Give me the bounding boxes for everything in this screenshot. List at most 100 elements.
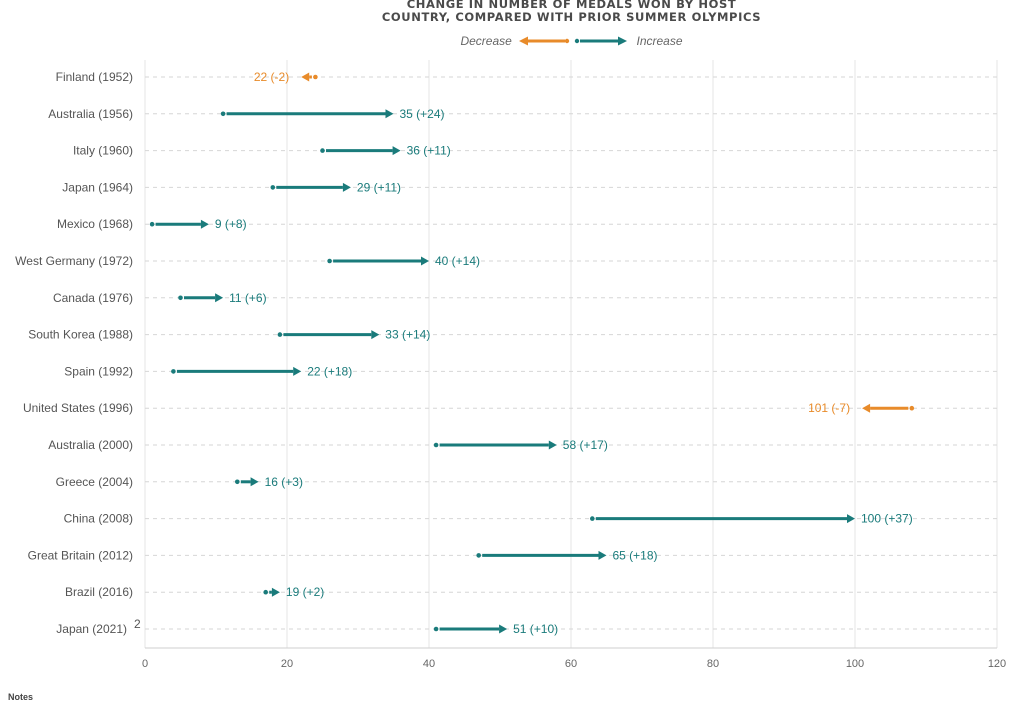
chart-title: CHANGE IN NUMBER OF MEDALS WON BY HOST C… <box>0 0 1023 24</box>
row-united-states-1996: United States (1996) 101 (-7) <box>23 401 997 415</box>
x-tick-label: 20 <box>281 658 293 670</box>
value-label: 36 (+11) <box>407 144 451 158</box>
row-finland-1952: Finland (1952) 22 (-2) <box>56 70 997 84</box>
change-arrow-head <box>598 550 607 560</box>
change-arrow-head <box>385 109 394 119</box>
change-arrow-head <box>499 624 508 634</box>
row-south-korea-1988: South Korea (1988) 33 (+14) <box>28 328 997 342</box>
row-china-2008: China (2008) 100 (+37) <box>64 512 997 526</box>
chart-title-line-1: CHANGE IN NUMBER OF MEDALS WON BY HOST <box>406 0 737 11</box>
start-dot <box>220 111 226 117</box>
x-tick-label: 0 <box>142 658 148 670</box>
value-label: 29 (+11) <box>357 180 401 194</box>
notes-label: Notes <box>8 692 34 702</box>
value-label: 40 (+14) <box>435 254 480 268</box>
y-label: Greece (2004) <box>56 475 133 489</box>
value-label: 51 (+10) <box>513 622 558 636</box>
y-label: Australia (2000) <box>48 438 133 452</box>
y-label: South Korea (1988) <box>28 328 133 342</box>
legend-arrows-icon <box>519 36 628 46</box>
value-label: 33 (+14) <box>385 328 430 342</box>
value-label: 22 (+18) <box>307 364 352 378</box>
y-label: West Germany (1972) <box>15 254 133 268</box>
row-canada-1976: Canada (1976) 11 (+6) <box>53 291 997 305</box>
start-dot <box>270 185 276 190</box>
start-dot <box>433 442 439 448</box>
change-arrow-head <box>847 514 855 524</box>
change-arrow-head <box>293 366 302 376</box>
change-arrow-head <box>271 587 280 597</box>
change-arrow-head <box>250 477 259 487</box>
value-label: 100 (+37) <box>861 512 913 526</box>
y-label: Brazil (2016) <box>65 585 133 599</box>
y-label: Spain (1992) <box>64 364 133 378</box>
y-label: Canada (1976) <box>53 291 133 305</box>
start-dot <box>235 479 240 485</box>
legend-decrease-label: Decrease <box>460 33 512 48</box>
row-australia-1956: Australia (1956) 35 (+24) <box>48 107 997 121</box>
y-label: Great Britain (2012) <box>28 548 133 562</box>
row-brazil-2016: Brazil (2016) 19 (+2) <box>65 585 997 599</box>
y-label: Italy (1960) <box>73 144 133 158</box>
change-arrow-head <box>392 146 401 156</box>
start-dot <box>313 74 318 80</box>
start-dot <box>178 295 183 301</box>
value-label: 22 (-2) <box>254 70 289 84</box>
row-spain-1992: Spain (1992) 22 (+18) <box>64 364 997 378</box>
change-arrow-head <box>548 440 557 450</box>
row-italy-1960: Italy (1960) 36 (+11) <box>73 144 997 158</box>
y-label: Mexico (1968) <box>57 217 133 231</box>
row-mexico-1968: Mexico (1968) 9 (+8) <box>57 217 997 231</box>
change-arrow-head <box>371 330 380 340</box>
chart-title-line-2: COUNTRY, COMPARED WITH PRIOR SUMMER OLYM… <box>381 10 762 24</box>
start-dot <box>476 553 482 558</box>
value-label: 9 (+8) <box>215 217 247 231</box>
x-tick-label: 100 <box>846 658 864 670</box>
value-label: 58 (+17) <box>563 438 608 452</box>
x-tick-label: 40 <box>423 658 435 670</box>
start-dot <box>590 516 595 521</box>
start-dot <box>327 258 332 264</box>
row-japan-2021: Japan (2021) 2 51 (+10) <box>56 617 997 636</box>
legend-decrease-arrow <box>519 36 570 46</box>
start-dot <box>263 589 269 595</box>
change-arrow-head <box>342 182 351 192</box>
row-greece-2004: Greece (2004) 16 (+3) <box>56 475 997 489</box>
y-label: Australia (1956) <box>48 107 133 121</box>
row-west-germany-1972: West Germany (1972) 40 (+14) <box>15 254 997 268</box>
row-japan-1964: Japan (1964) 29 (+11) <box>62 180 997 194</box>
start-dot <box>277 332 283 337</box>
start-dot <box>433 626 439 632</box>
change-arrow-head <box>301 72 310 82</box>
legend: Decrease Increase <box>0 33 1023 48</box>
change-arrow-head <box>862 403 871 413</box>
value-label: 11 (+6) <box>229 291 266 305</box>
start-dot <box>320 148 325 153</box>
value-label: 35 (+24) <box>400 107 445 121</box>
gridlines <box>144 60 998 648</box>
value-label: 16 (+3) <box>265 475 303 489</box>
value-label: 65 (+18) <box>613 548 658 562</box>
row-australia-2000: Australia (2000) 58 (+17) <box>48 438 997 452</box>
value-label: 101 (-7) <box>808 401 850 415</box>
change-arrow-head <box>215 293 224 303</box>
y-label: China (2008) <box>64 512 133 526</box>
x-tick-label: 60 <box>565 658 577 670</box>
y-label: Japan (1964) <box>62 180 133 194</box>
x-axis: 0 20 40 60 80 100 120 <box>142 647 1006 670</box>
row-great-britain-2012: Great Britain (2012) 65 (+18) <box>28 548 997 562</box>
x-tick-label: 120 <box>988 658 1006 670</box>
legend-increase-arrow <box>574 36 628 46</box>
start-dot <box>171 369 176 374</box>
value-label: 19 (+2) <box>286 585 324 599</box>
start-dot <box>149 221 155 227</box>
x-tick-label: 80 <box>707 658 719 670</box>
legend-increase-label: Increase <box>636 33 683 48</box>
rows: Finland (1952) 22 (-2) Australia (1956) 35 … <box>15 70 997 636</box>
y-label: United States (1996) <box>23 401 133 415</box>
y-label-superscript: 2 <box>134 617 141 631</box>
start-dot <box>909 405 915 411</box>
change-arrow-head <box>421 256 429 266</box>
y-label: Japan (2021) <box>56 622 127 636</box>
